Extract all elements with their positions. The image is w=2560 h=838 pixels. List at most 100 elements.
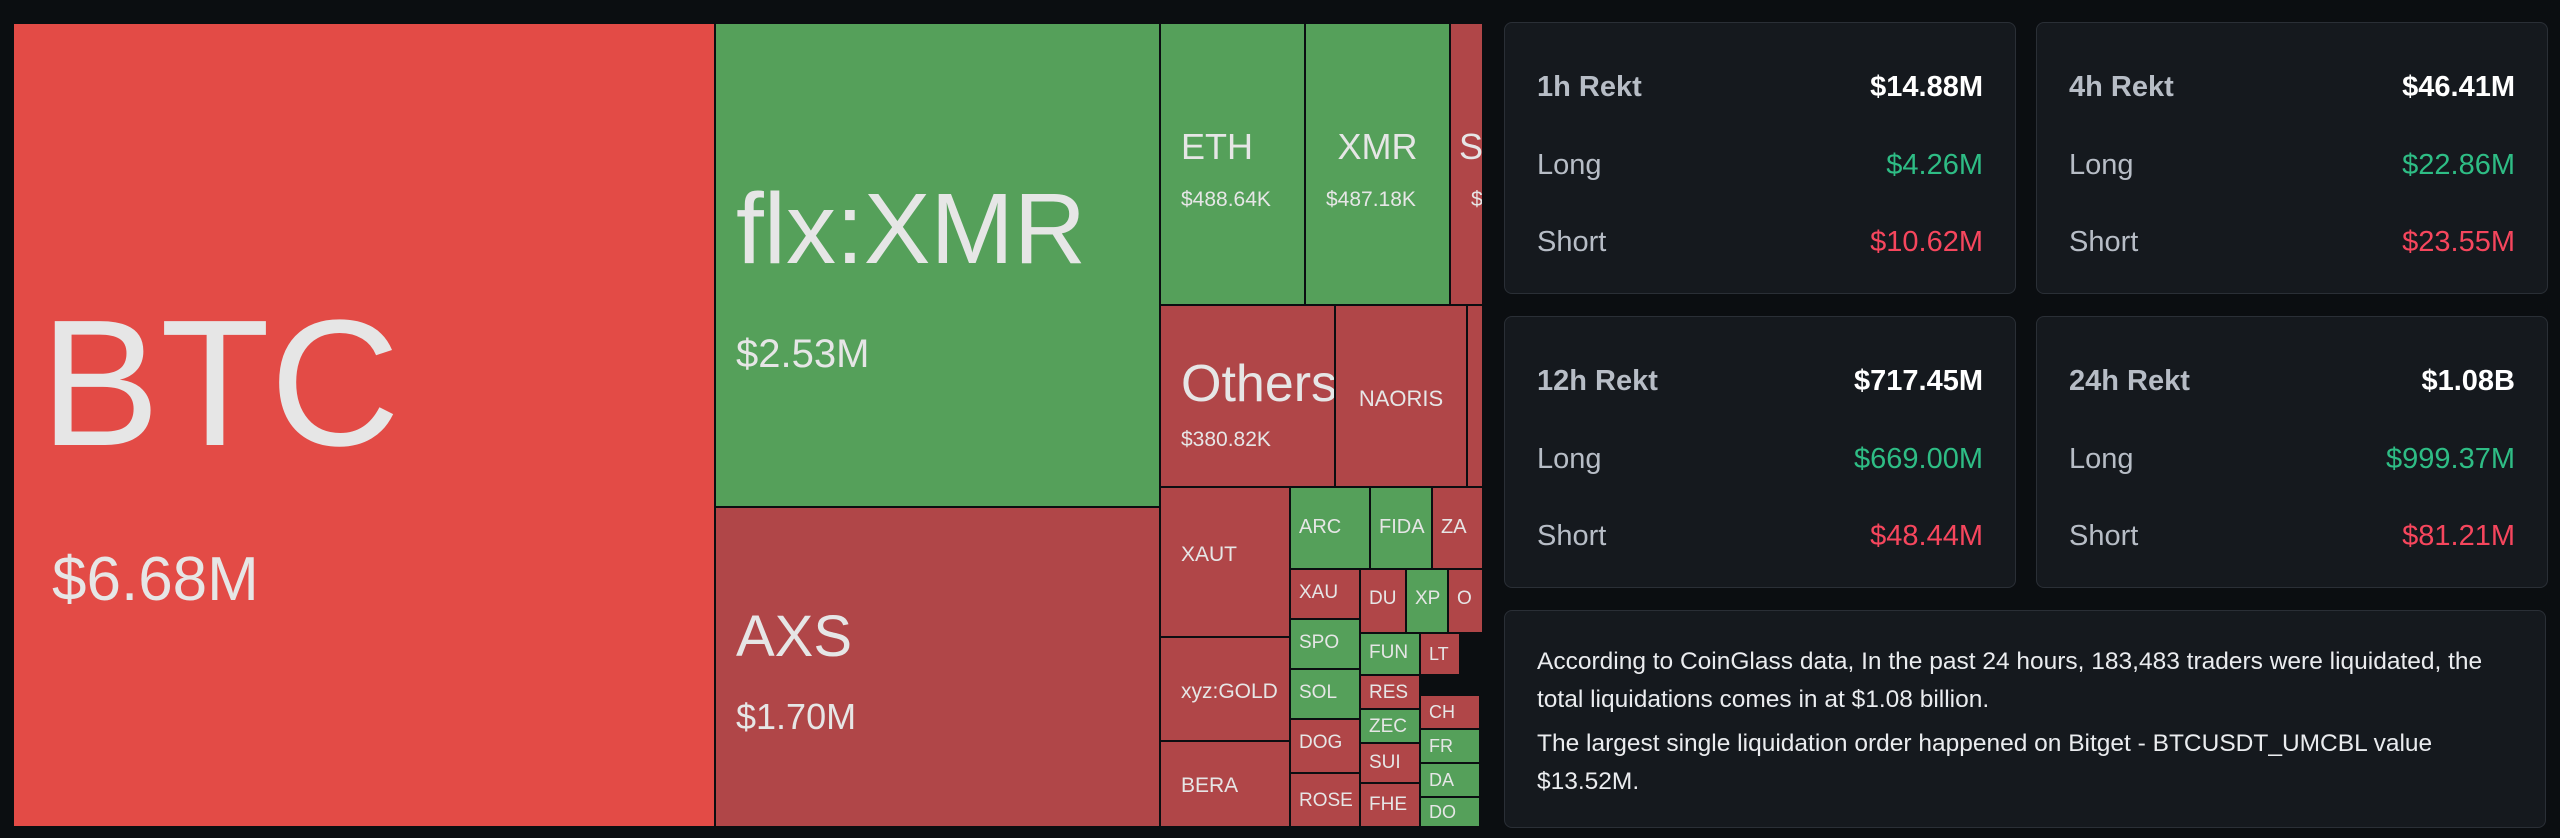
tile-symbol: FR [1429,736,1453,756]
treemap-tile[interactable]: SUI [1361,744,1421,784]
tile-symbol: ZEC [1369,716,1407,737]
treemap-tile[interactable]: flx:XMR $2.53M [716,24,1161,508]
summary-line-2: The largest single liquidation order hap… [1537,730,2433,795]
tile-symbol: BTC [40,283,400,484]
short-value: $81.21M [2402,520,2515,552]
treemap-tile[interactable]: SOL [1291,670,1361,720]
tile-symbol: S [1459,126,1484,167]
treemap-tile[interactable]: FHE [1361,784,1421,828]
tile-symbol: XAU [1299,582,1339,603]
tile-symbol: ARC [1299,516,1342,538]
stat-total: $717.45M [1854,365,1983,397]
tile-value: $487.18K [1326,188,1416,211]
stat-card-4h: 4h Rekt $46.41M Long $22.86M Short $23.55M [2036,22,2548,294]
tile-symbol: XP [1415,588,1441,609]
tile-symbol: FHE [1369,794,1407,815]
tile-value: $488.64K [1181,188,1271,211]
tile-value: $ [1471,188,1483,211]
stat-card-24h: 24h Rekt $1.08B Long $999.37M Short $81.21M [2036,316,2548,588]
tile-symbol: FIDA [1379,516,1425,538]
treemap-tile[interactable]: CH [1421,696,1481,730]
tile-symbol: XMR [1337,126,1418,167]
treemap-tile[interactable]: ZEC [1361,710,1421,744]
long-label: Long [1537,443,1602,475]
treemap-tile[interactable]: ETH $488.64K [1161,24,1306,306]
treemap-tile[interactable]: xyz:GOLD [1161,638,1291,742]
treemap-tile[interactable]: DOG [1291,720,1361,774]
stat-title: 12h Rekt [1537,365,1658,397]
treemap-tile[interactable]: LT [1421,634,1461,676]
treemap-tile[interactable]: ZA [1433,488,1484,570]
treemap-tile[interactable]: ROSE [1291,774,1361,828]
treemap-tile[interactable]: XAUT [1161,488,1291,638]
tile-symbol: BERA [1181,774,1239,797]
tile-symbol: CH [1429,702,1455,722]
tile-symbol: ETH [1181,126,1253,167]
long-value: $669.00M [1854,443,1983,475]
treemap-tile[interactable]: FUN [1361,634,1421,676]
tile-symbol: ROSE [1299,790,1353,811]
liquidation-treemap: BTC $6.68M flx:XMR $2.53M AXS $1.70M ETH $488.6… [14,24,1484,828]
treemap-tile[interactable]: ARC [1291,488,1371,570]
treemap-tile[interactable] [1468,306,1484,488]
short-label: Short [1537,226,1607,258]
tile-symbol: AXS [736,604,853,669]
tile-symbol: LT [1429,644,1449,664]
treemap-tile[interactable]: DU [1361,570,1407,634]
stat-title: 4h Rekt [2069,71,2174,103]
tile-symbol: DO [1429,802,1456,822]
long-value: $999.37M [2386,443,2515,475]
stat-total: $14.88M [1870,71,1983,103]
long-label: Long [2069,443,2134,475]
long-label: Long [2069,149,2134,181]
liquidation-summary: According to CoinGlass data, In the past… [1504,610,2546,828]
long-label: Long [1537,149,1602,181]
treemap-tile[interactable]: FR [1421,730,1481,764]
stat-title: 24h Rekt [2069,365,2190,397]
tile-symbol: XAUT [1181,543,1238,566]
tile-symbol: SUI [1369,752,1401,773]
treemap-tile[interactable]: NAORIS [1336,306,1468,488]
stat-total: $46.41M [2402,71,2515,103]
treemap-tile[interactable]: BTC $6.68M [14,24,716,828]
tile-symbol: SPO [1299,632,1340,653]
treemap-tile[interactable]: S $ [1451,24,1484,306]
long-value: $22.86M [2402,149,2515,181]
summary-line-1: According to CoinGlass data, In the past… [1537,648,2483,713]
treemap-tile[interactable]: DA [1421,764,1481,798]
treemap-tile[interactable]: AXS $1.70M [716,508,1161,828]
treemap-tile[interactable]: BERA [1161,742,1291,828]
stat-card-1h: 1h Rekt $14.88M Long $4.26M Short $10.62M [1504,22,2016,294]
tile-symbol: O [1457,588,1472,609]
tile-symbol: DOG [1299,732,1343,753]
treemap-tile[interactable]: XP [1407,570,1449,634]
short-label: Short [1537,520,1607,552]
tile-value: $2.53M [736,332,870,376]
tile-symbol: DU [1369,588,1397,609]
short-label: Short [2069,520,2139,552]
treemap-tile[interactable]: SPO [1291,620,1361,670]
tile-symbol: SOL [1299,682,1338,703]
tile-symbol: RES [1369,682,1409,703]
short-value: $48.44M [1870,520,1983,552]
tile-symbol: ZA [1441,516,1467,538]
stat-title: 1h Rekt [1537,71,1642,103]
tile-symbol: FUN [1369,642,1409,663]
stat-card-12h: 12h Rekt $717.45M Long $669.00M Short $48.4… [1504,316,2016,588]
tile-symbol: Others [1181,355,1336,413]
tile-symbol: xyz:GOLD [1181,680,1278,703]
treemap-tile[interactable]: DO [1421,798,1481,828]
treemap-tile[interactable]: XMR $487.18K [1306,24,1451,306]
tile-value: $6.68M [52,545,259,614]
treemap-tile[interactable]: O [1449,570,1484,634]
tile-symbol: flx:XMR [736,173,1086,285]
treemap-tile[interactable]: FIDA [1371,488,1433,570]
treemap-tile[interactable]: XAU [1291,570,1361,620]
tile-symbol: DA [1429,770,1455,790]
stat-total: $1.08B [2421,365,2515,397]
treemap-tile[interactable]: RES [1361,676,1421,710]
treemap-tile[interactable]: Others $380.82K [1161,306,1336,488]
tile-symbol: NAORIS [1358,386,1444,411]
tile-value: $1.70M [736,696,857,737]
long-value: $4.26M [1886,149,1983,181]
